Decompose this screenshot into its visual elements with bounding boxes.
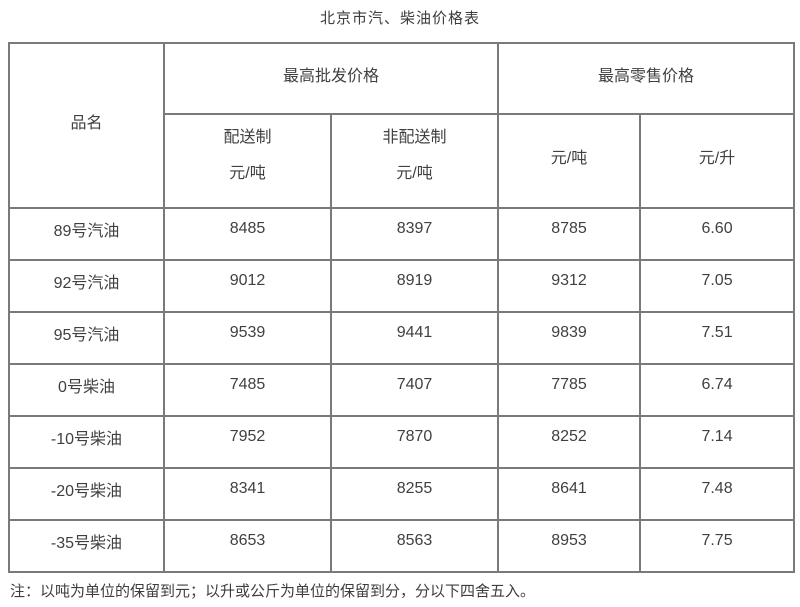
retail-ton-cell: 8252 — [497, 415, 642, 469]
wholesale-nondelivery-cell: 8255 — [329, 467, 500, 521]
wholesale-delivery-cell: 7485 — [163, 363, 332, 417]
product-cell: -35号柴油 — [8, 519, 165, 573]
table-row: -35号柴油 8653 8563 8953 7.75 — [8, 519, 796, 573]
retail-liter-cell: 7.14 — [639, 415, 796, 469]
wholesale-delivery-cell: 8341 — [163, 467, 332, 521]
retail-group-header: 最高零售价格 — [497, 42, 796, 115]
table-row: 89号汽油 8485 8397 8785 6.60 — [8, 207, 796, 261]
retail-liter-cell: 7.48 — [639, 467, 796, 521]
wholesale-nondelivery-cell: 8919 — [329, 259, 500, 313]
product-cell: -20号柴油 — [8, 467, 165, 521]
table-row: -10号柴油 7952 7870 8252 7.14 — [8, 415, 796, 469]
retail-liter-cell: 6.60 — [639, 207, 796, 261]
retail-ton-cell: 9839 — [497, 311, 642, 365]
table-row: -20号柴油 8341 8255 8641 7.48 — [8, 467, 796, 521]
retail-ton-header: 元/吨 — [497, 113, 642, 209]
wholesale-delivery-cell: 8653 — [163, 519, 332, 573]
group-header-row: 品名 最高批发价格 最高零售价格 — [8, 42, 796, 209]
retail-ton-cell: 9312 — [497, 259, 642, 313]
wholesale-nondelivery-cell: 8397 — [329, 207, 500, 261]
product-column-header: 品名 — [8, 42, 165, 209]
product-cell: 0号柴油 — [8, 363, 165, 417]
wholesale-nondelivery-cell: 7870 — [329, 415, 500, 469]
fuel-price-table: 品名 最高批发价格 最高零售价格 配送制 元/吨 非配送制 元/吨 元/吨 元/… — [8, 42, 796, 573]
wholesale-nondelivery-header: 非配送制 元/吨 — [329, 113, 500, 209]
retail-liter-cell: 7.05 — [639, 259, 796, 313]
retail-ton-cell: 8785 — [497, 207, 642, 261]
retail-ton-cell: 8641 — [497, 467, 642, 521]
wholesale-delivery-cell: 8485 — [163, 207, 332, 261]
wholesale-delivery-unit: 元/吨 — [229, 165, 266, 182]
wholesale-delivery-header: 配送制 元/吨 — [163, 113, 332, 209]
retail-liter-cell: 6.74 — [639, 363, 796, 417]
wholesale-delivery-cell: 7952 — [163, 415, 332, 469]
page-title: 北京市汽、柴油价格表 — [319, 10, 480, 27]
footer-note: 注：以吨为单位的保留到元；以升或公斤为单位的保留到分，分以下四舍五入。 — [10, 583, 536, 600]
wholesale-delivery-name: 配送制 — [223, 129, 272, 146]
table-row: 0号柴油 7485 7407 7785 6.74 — [8, 363, 796, 417]
wholesale-nondelivery-cell: 8563 — [329, 519, 500, 573]
product-cell: 95号汽油 — [8, 311, 165, 365]
wholesale-nondelivery-cell: 9441 — [329, 311, 500, 365]
sub-header-row: 配送制 元/吨 非配送制 元/吨 元/吨 元/升 — [9, 113, 796, 209]
product-cell: 92号汽油 — [8, 259, 165, 313]
retail-ton-cell: 7785 — [497, 363, 642, 417]
wholesale-nondelivery-unit: 元/吨 — [396, 165, 433, 182]
wholesale-delivery-cell: 9539 — [163, 311, 332, 365]
retail-ton-cell: 8953 — [497, 519, 642, 573]
wholesale-delivery-cell: 9012 — [163, 259, 332, 313]
table-row: 95号汽油 9539 9441 9839 7.51 — [8, 311, 796, 365]
product-cell: 89号汽油 — [8, 207, 165, 261]
wholesale-group-header: 最高批发价格 — [162, 42, 500, 115]
retail-liter-header: 元/升 — [639, 113, 796, 209]
wholesale-nondelivery-name: 非配送制 — [382, 129, 447, 146]
retail-liter-cell: 7.51 — [639, 311, 796, 365]
product-cell: -10号柴油 — [8, 415, 165, 469]
wholesale-nondelivery-cell: 7407 — [329, 363, 500, 417]
retail-liter-cell: 7.75 — [639, 519, 796, 573]
table-row: 92号汽油 9012 8919 9312 7.05 — [8, 259, 796, 313]
